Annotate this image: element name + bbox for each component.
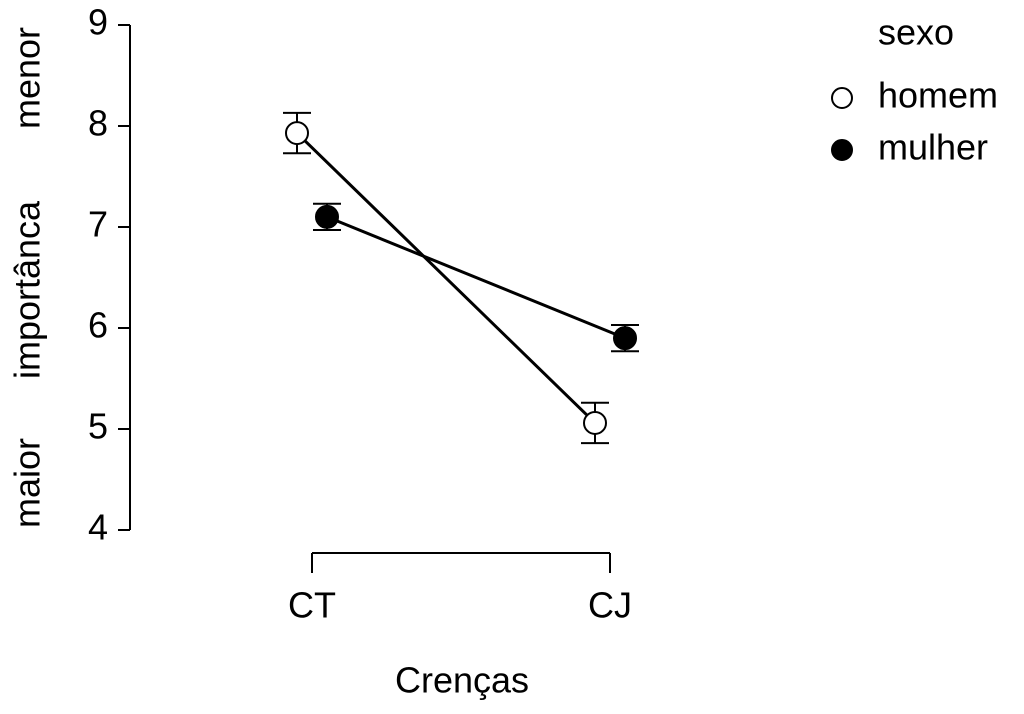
legend-label: mulher <box>878 127 988 168</box>
y-axis-label: maior <box>7 438 48 528</box>
legend-marker <box>831 139 853 161</box>
x-tick-label: CJ <box>588 585 632 626</box>
legend-label: homem <box>878 75 998 116</box>
x-tick-label: CT <box>288 585 336 626</box>
legend-title: sexo <box>878 12 954 53</box>
y-axis-label: menor <box>7 27 48 129</box>
y-tick-label: 6 <box>88 305 108 346</box>
y-axis-label: importânca <box>7 200 48 379</box>
data-point <box>613 326 637 351</box>
series-line <box>326 215 626 340</box>
series-line <box>295 131 597 425</box>
y-tick-label: 5 <box>88 406 108 447</box>
y-tick-label: 8 <box>88 103 108 144</box>
legend-marker <box>831 87 853 109</box>
data-point <box>315 204 339 229</box>
data-point <box>285 121 309 146</box>
data-point <box>583 410 607 435</box>
x-axis-label: Crenças <box>395 660 529 701</box>
y-tick-label: 4 <box>88 507 108 548</box>
y-tick-label: 9 <box>88 2 108 43</box>
y-tick-label: 7 <box>88 204 108 245</box>
